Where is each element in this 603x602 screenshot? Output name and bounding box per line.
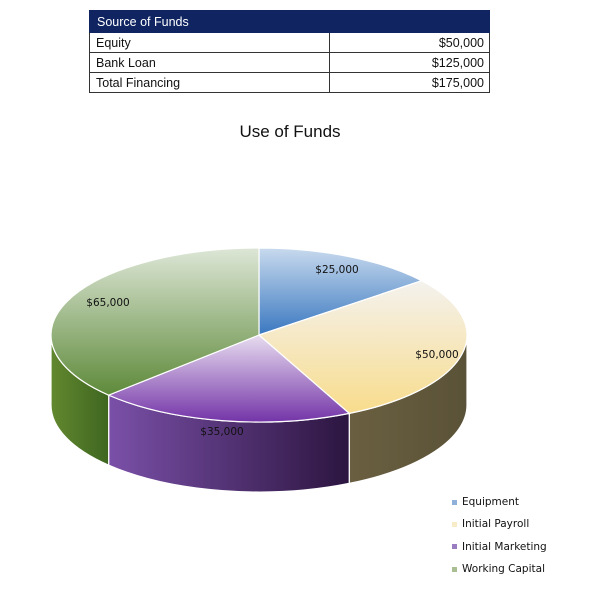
pie-slice-initial-marketing [107, 334, 351, 423]
pie-slice-equipment [258, 247, 424, 336]
chart-title: Use of Funds [239, 122, 341, 141]
legend-item-initial-marketing: Initial Marketing [452, 536, 547, 558]
table-header: Source of Funds [89, 10, 490, 33]
legend-label: Initial Payroll [462, 518, 530, 531]
data-label: $25,000 [315, 264, 358, 276]
legend-swatch-icon [452, 566, 457, 572]
chart-legend: Equipment Initial Payroll Initial Market… [452, 491, 547, 580]
legend-label: Equipment [462, 496, 519, 509]
legend-item-equipment: Equipment [452, 491, 547, 513]
legend-swatch-icon [452, 521, 457, 527]
source-of-funds-table: Source of Funds Equity $50,000 Bank Loan… [89, 10, 490, 93]
data-label: $65,000 [86, 297, 129, 309]
legend-label: Initial Marketing [462, 540, 547, 553]
legend-swatch-icon [452, 544, 457, 550]
pie-slice-working-capital [50, 247, 260, 396]
legend-swatch-icon [452, 499, 457, 505]
table-row: Total Financing $175,000 [89, 72, 490, 93]
legend-item-initial-payroll: Initial Payroll [452, 513, 547, 535]
legend-item-working-capital: Working Capital [452, 558, 547, 580]
row-label: Total Financing [89, 72, 330, 93]
pie-slice-initial-payroll [257, 280, 468, 415]
data-label: $50,000 [415, 349, 458, 361]
data-label: $35,000 [200, 426, 243, 438]
table-row: Equity $50,000 [89, 32, 490, 53]
legend-label: Working Capital [462, 563, 545, 576]
row-value: $175,000 [329, 72, 490, 93]
